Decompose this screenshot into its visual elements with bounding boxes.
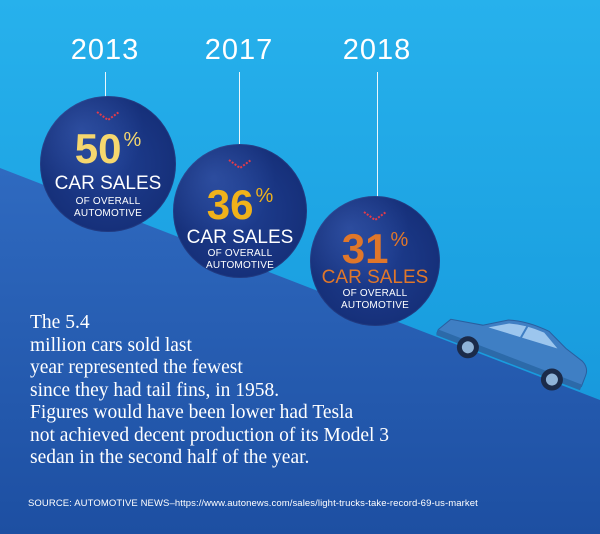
connector-line-2017 <box>239 72 240 146</box>
chevron-down-icon <box>96 111 120 122</box>
chevron-down-icon <box>228 159 252 170</box>
value-number-2013: 50 <box>74 125 122 172</box>
value-2018: 31% <box>310 228 440 270</box>
car-sales-label-2018: CAR SALES <box>321 267 429 288</box>
connector-line-2013 <box>105 72 106 106</box>
year-label-2013: 2013 <box>70 34 140 66</box>
percent-sign-2018: % <box>390 229 409 251</box>
sublabel-2018: OF OVERALL AUTOMOTIVE <box>341 288 409 311</box>
year-label-2018: 2018 <box>342 34 412 66</box>
car-illustration <box>436 318 588 391</box>
bubble-2013: 50% CAR SALES OF OVERALL AUTOMOTIVE <box>40 96 176 232</box>
headline-text: The 5.4 million cars sold last year repr… <box>30 312 390 468</box>
value-2017: 36% <box>173 184 307 226</box>
percent-sign-2017: % <box>255 185 274 207</box>
bubble-2017: 36% CAR SALES OF OVERALL AUTOMOTIVE <box>173 144 307 278</box>
value-number-2017: 36 <box>206 181 254 228</box>
bubble-2018: 31% CAR SALES OF OVERALL AUTOMOTIVE <box>310 196 440 326</box>
value-number-2018: 31 <box>341 225 389 272</box>
source-citation: SOURCE: AUTOMOTIVE NEWS–https://www.auto… <box>28 498 478 509</box>
connector-line-2018 <box>377 72 378 200</box>
year-label-2017: 2017 <box>204 34 274 66</box>
sublabel-2013: OF OVERALL AUTOMOTIVE <box>74 196 142 219</box>
chevron-down-icon <box>363 211 387 222</box>
car-sales-label-2013: CAR SALES <box>54 173 162 194</box>
car-sales-label-2017: CAR SALES <box>186 227 294 248</box>
value-2013: 50% <box>40 128 176 170</box>
sublabel-2017: OF OVERALL AUTOMOTIVE <box>206 248 274 271</box>
percent-sign-2013: % <box>123 129 142 151</box>
